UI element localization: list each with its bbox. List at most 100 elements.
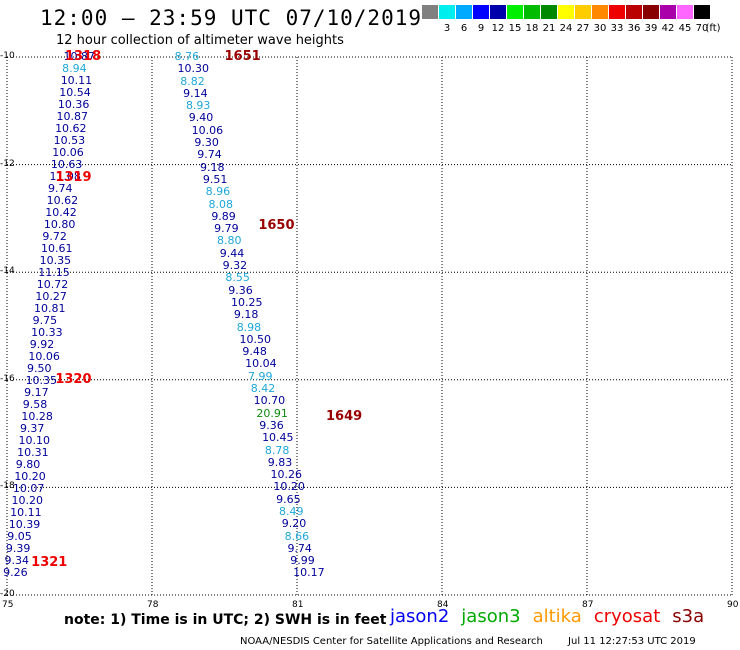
wave-height-value: 10.61: [41, 242, 73, 256]
legend-label: 18: [525, 23, 539, 34]
wave-height-value: 10.30: [177, 62, 209, 76]
legend-swatch: [643, 5, 659, 19]
wave-height-value: 11.08: [49, 170, 81, 184]
wave-height-value: 9.17: [24, 386, 49, 400]
page-subtitle: 12 hour collection of altimeter wave hei…: [56, 33, 344, 48]
wave-height-value: 9.89: [211, 209, 236, 223]
legend-label: 42: [661, 23, 675, 34]
lon-tick-label: 78: [147, 600, 159, 610]
wave-height-value: 10.45: [262, 431, 294, 445]
wave-height-value: 10.20: [11, 494, 44, 508]
legend-swatch: [575, 5, 591, 19]
credit-line: NOAA/NESDIS Center for Satellite Applica…: [240, 636, 718, 647]
wave-height-value: 10.11: [10, 506, 42, 520]
wave-height-value: 7.99: [247, 369, 273, 383]
wave-height-value: 10.72: [36, 278, 69, 292]
legend-label: 21: [542, 23, 556, 34]
timestamp: Jul 11 12:27:53 UTC 2019: [568, 636, 696, 647]
legend-swatch: [507, 5, 523, 19]
legend-swatch: [694, 5, 710, 19]
lat-tick-label: -12: [0, 158, 15, 169]
credit-text: NOAA/NESDIS Center for Satellite Applica…: [240, 636, 543, 647]
wave-height-value: 8.76: [174, 50, 200, 63]
wave-height-value: 10.81: [33, 302, 66, 316]
wave-height-value: 9.65: [276, 492, 301, 506]
wave-height-value: 9.34: [4, 554, 29, 568]
wave-height-value: 9.39: [5, 542, 31, 556]
legend-label: 39: [644, 23, 658, 34]
wave-height-value: 10.06: [191, 123, 224, 137]
lon-tick-label: 90: [727, 600, 739, 610]
wave-height-value: 9.36: [228, 283, 253, 297]
wave-height-value: 10.63: [50, 158, 83, 172]
wave-height-value: 9.32: [222, 259, 248, 273]
wave-height-value: 9.75: [32, 314, 58, 328]
pass-number: 1651: [224, 49, 261, 64]
legend-label: 45: [678, 23, 692, 34]
satellite-altika: altika: [532, 606, 582, 627]
wave-height-value: 9.99: [290, 554, 315, 568]
wave-height-value: 10.36: [57, 98, 90, 112]
wave-height-value: 8.96: [205, 185, 231, 199]
lon-tick-label: 87: [582, 600, 594, 610]
legend-swatch: [490, 5, 506, 19]
satellite-s3a: s3a: [672, 606, 705, 627]
wave-height-value: 9.14: [183, 86, 208, 100]
wave-height-value: 10.87: [56, 110, 88, 124]
wave-height-value: 9.20: [281, 517, 307, 531]
wave-height-value: 10.20: [273, 480, 305, 494]
legend-label: 24: [559, 23, 573, 34]
wave-height-value: 9.40: [188, 111, 214, 125]
legend-swatch: [558, 5, 574, 19]
wave-height-value: 9.18: [200, 160, 225, 174]
satellite-jason2: jason2: [390, 606, 450, 627]
wave-height-value: 9.05: [7, 530, 32, 544]
wave-height-value: 9.36: [259, 418, 284, 432]
lat-tick-label: -10: [0, 51, 15, 61]
wave-height-value: 9.37: [19, 422, 45, 436]
wave-height-value: 10.50: [239, 332, 272, 346]
wave-height-value: 10.26: [270, 468, 303, 482]
wave-height-value: 9.50: [26, 362, 52, 376]
wave-height-value: 10.25: [231, 295, 263, 309]
wave-height-value: 10.27: [35, 290, 67, 304]
legend-swatch: [456, 5, 472, 19]
legend-label: 9: [477, 23, 485, 34]
wave-height-value: 10.80: [43, 218, 76, 232]
legend-swatch: [592, 5, 608, 19]
wave-height-value: 8.93: [185, 99, 211, 113]
pass-number: 1319: [55, 170, 92, 186]
wave-height-value: 9.48: [242, 345, 267, 359]
wave-height-value: 9.51: [202, 172, 228, 186]
pass-number: 1650: [258, 218, 295, 234]
wave-height-value: 9.30: [194, 136, 219, 150]
wave-height-value: 8.80: [216, 234, 242, 248]
legend-label: 70: [695, 23, 709, 34]
wave-height-value: 20.91: [256, 406, 288, 420]
wave-height-value: 8.98: [236, 320, 262, 334]
page-title: 12:00 – 23:59 UTC 07/10/2019: [40, 6, 423, 30]
wave-height-value: 9.58: [22, 398, 48, 412]
lon-tick-label: 75: [2, 600, 14, 610]
lat-tick-label: -16: [0, 373, 15, 384]
legend-label: 6: [460, 23, 468, 34]
wave-height-value: 10.35: [39, 254, 72, 268]
legend-label: 30: [593, 23, 607, 34]
wave-height-value: 10.06: [52, 146, 84, 160]
pass-number: 1318: [65, 49, 102, 64]
wave-height-value: 9.74: [48, 182, 73, 196]
wave-height-value: 10.28: [21, 410, 53, 424]
pass-number: 1649: [326, 409, 363, 425]
wave-height-value: 10.20: [14, 470, 46, 484]
legend-swatch: [660, 5, 676, 19]
legend-swatch: [473, 5, 489, 19]
legend-swatch: [422, 5, 438, 19]
wave-height-value: 10.06: [28, 350, 60, 364]
satellite-key: jason2 jason3 altika cryosat s3a: [390, 606, 716, 627]
legend-swatch: [541, 5, 557, 19]
wave-height-value: 9.26: [3, 566, 28, 580]
legend-unit: (ft): [705, 23, 721, 34]
wave-height-value: 9.92: [29, 338, 55, 352]
lat-tick-label: -18: [0, 481, 15, 492]
